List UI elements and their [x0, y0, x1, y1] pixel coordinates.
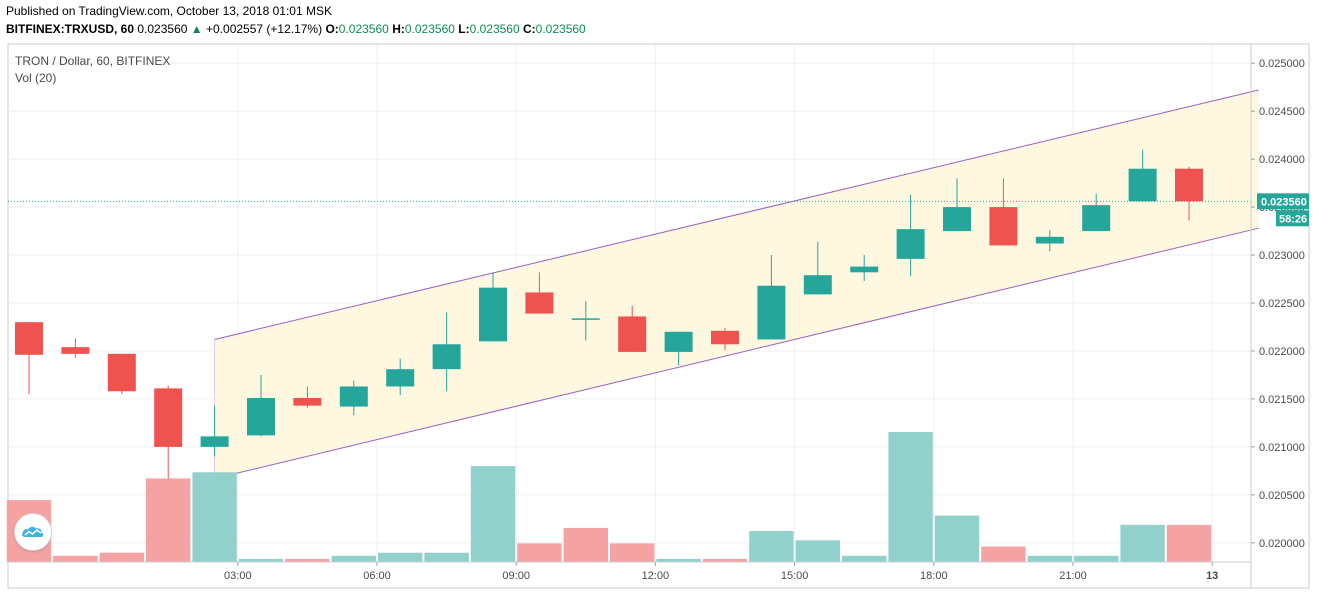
- cloud-icon: [21, 526, 44, 537]
- close-value: 0.023560: [535, 22, 586, 36]
- volume-bar: [470, 466, 516, 562]
- volume-bar: [424, 552, 469, 562]
- candle-body[interactable]: [1082, 205, 1111, 232]
- x-tick-label: 13: [1206, 570, 1218, 582]
- candle-body[interactable]: [850, 266, 879, 273]
- candle-body[interactable]: [989, 207, 1018, 246]
- volume-bar: [238, 558, 284, 562]
- low-value: 0.023560: [469, 22, 520, 36]
- volume-bar: [53, 555, 98, 562]
- candle-body[interactable]: [432, 344, 461, 370]
- close-label: C:: [523, 22, 536, 36]
- volume-bar: [610, 543, 655, 562]
- channel-fill: [214, 90, 1259, 479]
- volume-bar: [285, 558, 330, 562]
- volume-legend[interactable]: Vol (20): [15, 71, 57, 85]
- candle-body[interactable]: [896, 229, 925, 259]
- candle-body[interactable]: [61, 347, 90, 354]
- candle-body[interactable]: [107, 353, 136, 392]
- candle-body[interactable]: [711, 330, 739, 345]
- low-label: L:: [458, 22, 470, 36]
- x-tick-label: 06:00: [363, 570, 391, 582]
- x-tick-label: 09:00: [502, 570, 530, 582]
- candle-body[interactable]: [293, 397, 322, 406]
- x-tick-label: 18:00: [920, 570, 948, 582]
- x-tick-label: 21:00: [1059, 570, 1087, 582]
- published-caption: Published on TradingView.com, October 13…: [6, 4, 332, 18]
- symbol-label: BITFINEX:TRXUSD, 60: [6, 22, 135, 36]
- volume-bar: [378, 552, 423, 562]
- volume-bar: [656, 558, 701, 562]
- y-tick-label: 0.020500: [1259, 490, 1305, 502]
- price-tag-value: 0.023560: [1261, 196, 1307, 208]
- candle-body[interactable]: [1035, 236, 1064, 244]
- y-tick-label: 0.020000: [1259, 538, 1305, 550]
- candle-body[interactable]: [15, 322, 43, 355]
- y-tick-label: 0.021000: [1259, 442, 1305, 454]
- series-legend[interactable]: TRON / Dollar, 60, BITFINEX: [15, 54, 171, 68]
- candle-body[interactable]: [618, 316, 647, 352]
- volume-bar: [1166, 524, 1212, 562]
- candle-body[interactable]: [386, 369, 415, 387]
- volume-bar: [702, 558, 748, 562]
- volume-bar: [842, 555, 887, 562]
- y-tick-label: 0.022000: [1259, 346, 1305, 358]
- volume-bar: [146, 478, 191, 562]
- high-value: 0.023560: [404, 22, 455, 36]
- open-value: 0.023560: [338, 22, 389, 36]
- volume-bar: [1074, 555, 1119, 562]
- x-tick-label: 15:00: [781, 570, 809, 582]
- volume-bar: [1120, 524, 1165, 562]
- candle-body[interactable]: [525, 292, 554, 314]
- volume-bar: [331, 555, 376, 562]
- price-change: +0.002557 (+12.17%): [206, 22, 323, 36]
- up-triangle-icon: ▲: [190, 22, 203, 36]
- candle-body[interactable]: [200, 436, 229, 447]
- volume-bar: [517, 543, 562, 562]
- candle-body[interactable]: [803, 275, 832, 295]
- volume-bar: [192, 472, 237, 562]
- candle-body[interactable]: [154, 388, 183, 447]
- countdown-bg: [1276, 210, 1309, 227]
- volume-bar: [981, 546, 1026, 562]
- high-label: H:: [392, 22, 405, 36]
- candle-body[interactable]: [339, 386, 368, 407]
- price-tag-bg: [1257, 193, 1309, 210]
- candle-body[interactable]: [1175, 168, 1203, 202]
- candle-body[interactable]: [943, 207, 971, 232]
- y-tick-label: 0.021500: [1259, 394, 1305, 406]
- candle-body[interactable]: [247, 397, 275, 436]
- volume-bar: [934, 515, 980, 562]
- last-price: 0.023560: [137, 22, 188, 36]
- x-tick-label: 12:00: [642, 570, 670, 582]
- volume-bar: [795, 540, 840, 562]
- channel-lower-line[interactable]: [214, 227, 1259, 480]
- y-tick-label: 0.024500: [1259, 106, 1305, 118]
- countdown-value: 58:26: [1279, 213, 1307, 225]
- x-tick-label: 03:00: [224, 570, 252, 582]
- candle-body[interactable]: [664, 331, 693, 352]
- tradingview-logo-icon[interactable]: [14, 513, 52, 551]
- candle-body[interactable]: [479, 287, 507, 342]
- open-label: O:: [325, 22, 339, 36]
- y-tick-label: 0.022500: [1259, 298, 1305, 310]
- volume-bar: [749, 531, 794, 562]
- y-tick-label: 0.023000: [1259, 250, 1305, 262]
- y-tick-label: 0.024000: [1259, 154, 1305, 166]
- volume-bar: [888, 432, 933, 562]
- y-tick-label: 0.025000: [1259, 58, 1305, 70]
- candle-body[interactable]: [757, 285, 786, 340]
- channel-upper-line[interactable]: [214, 89, 1259, 340]
- volume-bar: [99, 552, 144, 562]
- quote-line: BITFINEX:TRXUSD, 60 0.023560 ▲ +0.002557…: [6, 22, 586, 36]
- volume-bar: [1027, 555, 1072, 562]
- volume-bar: [563, 527, 608, 562]
- chart-frame: [7, 43, 1310, 589]
- candle-body[interactable]: [571, 318, 600, 320]
- candle-body[interactable]: [1128, 168, 1157, 202]
